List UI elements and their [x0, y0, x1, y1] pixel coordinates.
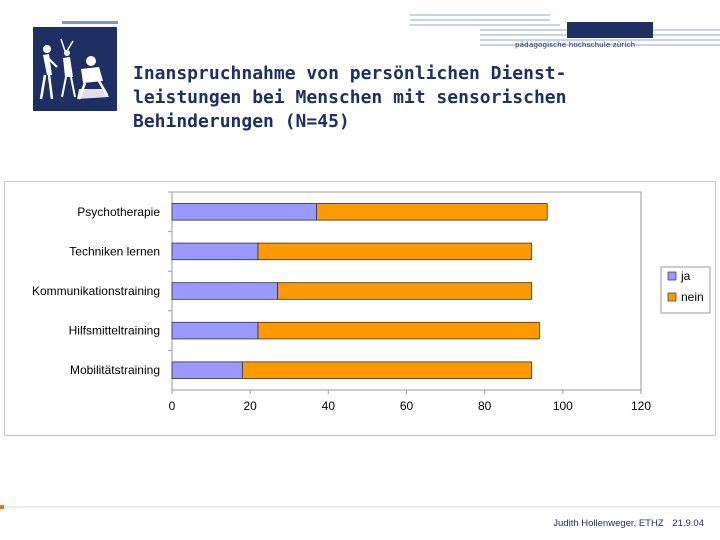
stacked-bar-chart: Psychotherapie Techniken lernen Kommunikat…: [32, 191, 711, 413]
legend-swatch-nein: [667, 292, 677, 302]
x-tick-label: 100: [553, 399, 573, 413]
x-tick-label: 0: [169, 399, 176, 413]
logo-figures-icon: [39, 38, 109, 100]
slide-title: Inanspruchnahme von persönlichen Dienst-…: [133, 62, 653, 134]
bar-ja: [171, 242, 259, 261]
footer: Judith Hollenweger, ETHZ 21.9.04: [553, 518, 704, 529]
brand-name: pädagogische hochschule zürich: [515, 40, 636, 49]
chart-frame: Psychotherapie Techniken lernen Kommunikat…: [4, 181, 716, 436]
bar-nein: [257, 321, 540, 340]
title-line: leistungen bei Menschen mit sensorischen: [133, 87, 567, 108]
category-label: Kommunikationstraining: [32, 284, 160, 298]
institution-logo: [33, 27, 117, 111]
bar-ja: [171, 361, 243, 379]
bar-ja: [171, 282, 278, 300]
category-label: Techniken lernen: [69, 244, 160, 258]
bar-ja: [171, 203, 318, 221]
legend-swatch-ja: [667, 271, 677, 281]
x-tick-label: 20: [243, 399, 257, 413]
bar-nein: [241, 361, 532, 379]
bar-ja: [171, 321, 259, 340]
brand-bar: [567, 22, 653, 38]
category-label: Psychotherapie: [77, 205, 160, 219]
x-tick-label: 120: [631, 399, 651, 413]
footer-divider: [0, 506, 720, 508]
x-tick-label: 80: [478, 399, 492, 413]
bar-nein: [277, 282, 532, 300]
category-label: Hilfsmitteltraining: [69, 324, 160, 338]
footer-date: 21.9.04: [672, 518, 704, 529]
title-line: Inanspruchnahme von persönlichen Dienst-: [133, 63, 567, 84]
x-tick-label: 60: [400, 399, 414, 413]
category-label: Mobilitätstraining: [70, 363, 160, 377]
bar-nein: [257, 242, 532, 261]
legend-label-nein: nein: [681, 290, 704, 304]
title-line: Behinderungen (N=45): [133, 111, 350, 132]
header-accent-line: [62, 21, 118, 24]
footer-author: Judith Hollenweger, ETHZ: [553, 518, 664, 529]
bar-nein: [316, 203, 548, 221]
x-tick-label: 40: [322, 399, 336, 413]
footer-accent-mark: [0, 505, 4, 509]
legend-label-ja: ja: [680, 269, 691, 283]
